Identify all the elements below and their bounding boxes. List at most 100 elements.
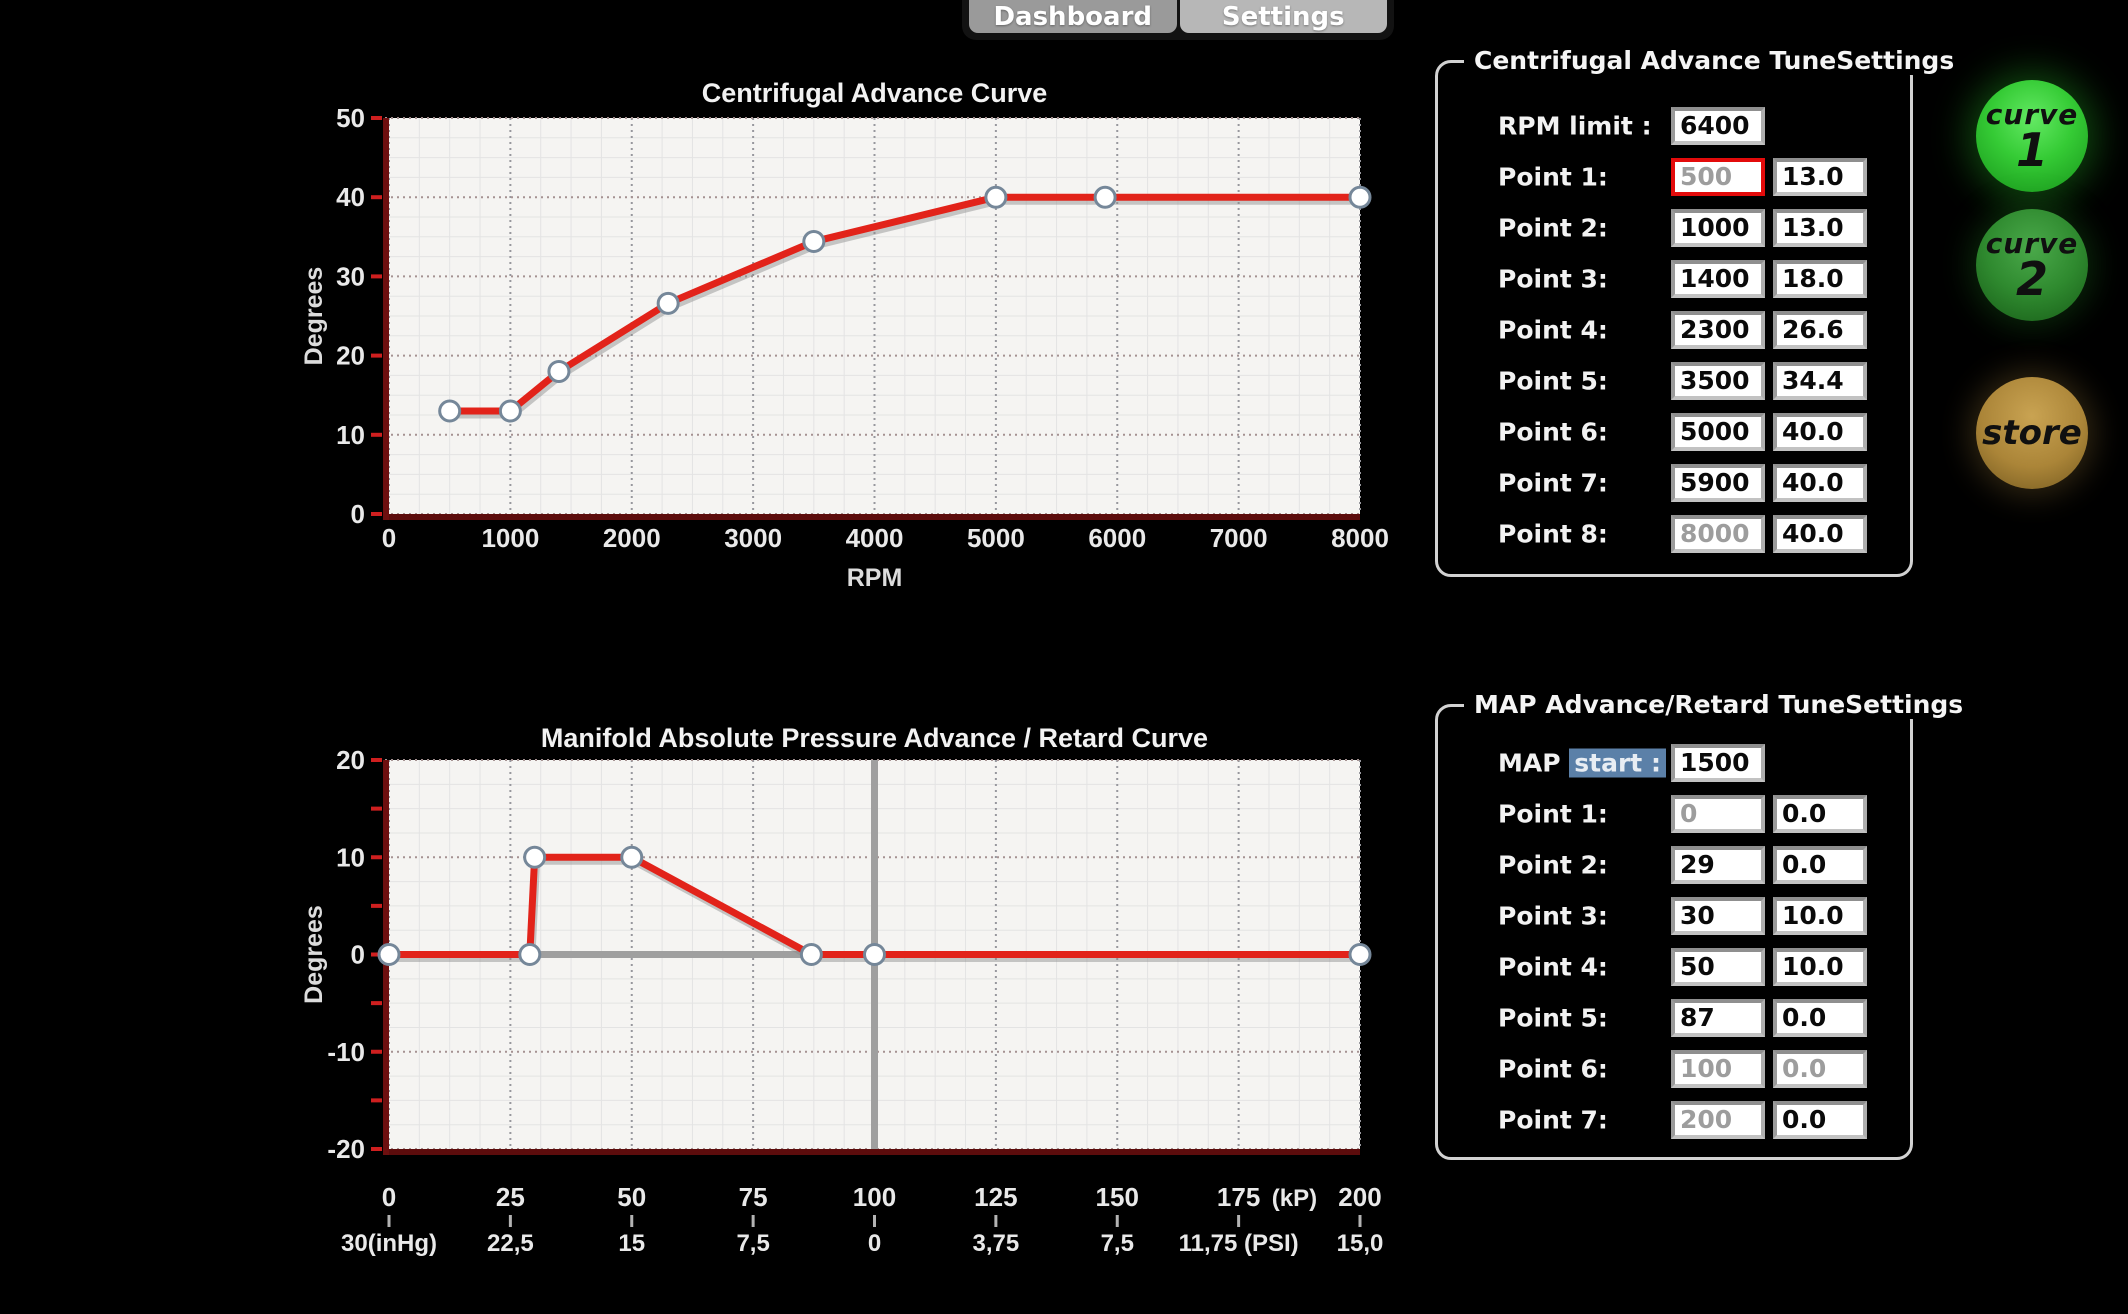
point-y-input[interactable] [1777,900,1863,931]
point-y-input-frame [1773,463,1867,502]
curve-point-marker[interactable] [518,943,542,966]
point-x-input-frame [1671,845,1765,884]
curve-point-marker[interactable] [1093,185,1117,209]
point-y-input[interactable] [1777,1053,1863,1084]
point-x-input[interactable] [1675,212,1761,243]
svg-text:-10: -10 [327,1037,365,1067]
point-x-input[interactable] [1675,314,1761,345]
curve-2-button[interactable]: curve 2 [1976,209,2088,321]
point-y-input[interactable] [1777,416,1863,447]
svg-text:10: 10 [336,420,365,450]
point-x-input[interactable] [1675,1002,1761,1033]
point-y-input[interactable] [1777,951,1863,982]
svg-text:75: 75 [739,1182,768,1212]
curve-point-marker[interactable] [1348,943,1372,966]
point-x-input[interactable] [1675,951,1761,982]
point-y-input[interactable] [1777,849,1863,880]
rpm-limit-row: RPM limit : [1438,100,1910,151]
curve-point-marker[interactable] [984,185,1008,209]
curve-1-button-label: curve [1985,97,2079,131]
point-x-input[interactable] [1675,900,1761,931]
point-x-input[interactable] [1675,263,1761,294]
point-row: Point 5: [1438,355,1910,406]
point-y-input-frame [1773,361,1867,400]
point-x-input-frame [1671,998,1765,1037]
point-y-input[interactable] [1777,161,1863,192]
svg-text:15,0: 15,0 [1337,1230,1384,1257]
svg-text:0: 0 [868,1230,881,1257]
point-row: Point 4: [1438,941,1910,992]
curve-point-marker[interactable] [438,399,462,423]
point-x-input[interactable] [1675,416,1761,447]
rpm-limit-label: RPM limit : [1498,111,1652,140]
point-x-input[interactable] [1675,849,1761,880]
point-label: Point 6: [1498,417,1608,446]
point-row: Point 1: [1438,151,1910,202]
point-x-input[interactable] [1675,798,1761,829]
point-y-input[interactable] [1777,518,1863,549]
svg-text:50: 50 [336,103,365,133]
point-y-input[interactable] [1777,1002,1863,1033]
curve-1-button[interactable]: curve 1 [1976,80,2088,192]
tab-settings[interactable]: Settings [1179,0,1387,33]
svg-text:100: 100 [853,1182,896,1212]
svg-text:25: 25 [496,1182,525,1212]
point-y-input[interactable] [1777,212,1863,243]
point-x-input[interactable] [1675,365,1761,396]
point-x-input[interactable] [1675,467,1761,498]
point-label: Point 2: [1498,213,1608,242]
map-start-input[interactable] [1675,747,1761,778]
point-y-input[interactable] [1777,314,1863,345]
curve-point-marker[interactable] [377,943,401,966]
point-x-input-frame [1671,947,1765,986]
point-y-input-frame [1773,947,1867,986]
svg-text:1000: 1000 [481,523,539,553]
svg-text:3,75: 3,75 [973,1230,1020,1257]
point-y-input[interactable] [1777,467,1863,498]
point-x-input-frame [1671,896,1765,935]
curve-point-marker[interactable] [547,359,571,383]
point-x-input-frame [1671,259,1765,298]
point-y-input[interactable] [1777,365,1863,396]
point-label: Point 7: [1498,1105,1608,1134]
curve-point-marker[interactable] [863,943,886,966]
tab-bar: Dashboard Settings [962,0,1394,40]
curve-point-marker[interactable] [1348,185,1372,209]
point-y-input[interactable] [1777,798,1863,829]
svg-text:150: 150 [1096,1182,1139,1212]
point-row: Point 1: [1438,788,1910,839]
curve-point-marker[interactable] [523,845,547,869]
svg-text:0: 0 [351,499,365,529]
point-y-input[interactable] [1777,263,1863,294]
curve-point-marker[interactable] [656,291,680,315]
map-start-row: MAP start : [1438,737,1910,788]
point-label: Point 4: [1498,315,1608,344]
point-row: Point 5: [1438,992,1910,1043]
panel-legend: Centrifugal Advance TuneSettings [1464,46,1965,75]
point-label: Point 2: [1498,850,1608,879]
curve-point-marker[interactable] [498,399,522,423]
svg-text:200: 200 [1338,1182,1381,1212]
point-label: Point 3: [1498,901,1608,930]
point-x-input[interactable] [1675,1104,1761,1135]
rpm-limit-input[interactable] [1675,110,1761,141]
curve-point-marker[interactable] [620,845,644,869]
svg-text:3000: 3000 [724,523,782,553]
point-x-input[interactable] [1675,1053,1761,1084]
point-x-input[interactable] [1675,161,1761,192]
point-y-input-frame [1773,208,1867,247]
curve-point-marker[interactable] [799,943,823,966]
point-y-input-frame [1773,259,1867,298]
point-x-input[interactable] [1675,518,1761,549]
svg-text:40: 40 [336,182,365,212]
curve-point-marker[interactable] [802,230,826,254]
point-y-input[interactable] [1777,1104,1863,1135]
svg-text:6000: 6000 [1088,523,1146,553]
svg-text:7000: 7000 [1210,523,1268,553]
svg-text:(kP): (kP) [1272,1185,1317,1212]
point-row: Point 4: [1438,304,1910,355]
point-x-input-frame [1671,310,1765,349]
tab-dashboard[interactable]: Dashboard [969,0,1177,33]
store-button[interactable]: store [1976,377,2088,489]
centrifugal-tune-settings-panel: Centrifugal Advance TuneSettings RPM lim… [1435,46,1965,577]
